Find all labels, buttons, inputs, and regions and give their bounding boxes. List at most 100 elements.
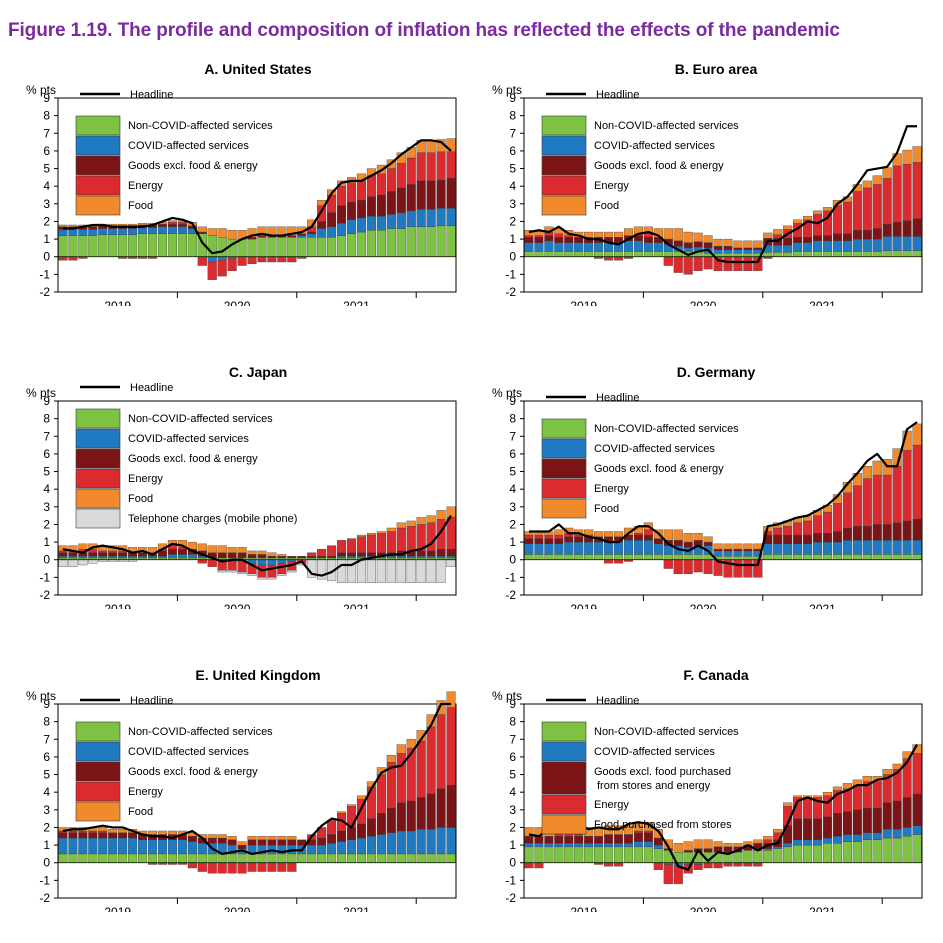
bar-non-covid-affected-services [554, 846, 564, 863]
legend-label: Energy [128, 180, 163, 192]
bar-non-covid-affected-services [554, 554, 564, 560]
bar-non-covid-affected-services [643, 846, 653, 863]
panel-title: D. Germany [677, 364, 756, 380]
bar-covid-affected-services [564, 541, 574, 555]
y-tick-label: 5 [43, 768, 50, 782]
x-tick-label: 2021 [809, 905, 836, 912]
y-axis-label: % pts [492, 386, 522, 400]
chart-united-states: A. United States % pts -2 -1 0 1 2 3 4 5 6 7 8 9 2019 2… [26, 61, 457, 306]
bar-energy [257, 862, 267, 872]
bar-energy [396, 527, 406, 552]
bar-food [446, 691, 456, 708]
bar-food [872, 460, 882, 476]
bar-food-purchased-from-stores [862, 776, 872, 782]
bar-goods-excl-food-purchased-from-stores-and-energy [902, 797, 912, 828]
y-tick-label: 1 [43, 838, 50, 852]
bar-goods-excl-food-energy [743, 548, 753, 552]
bar-non-covid-affected-services [892, 837, 902, 863]
bar-goods-excl-food-energy [643, 237, 653, 243]
legend-label: Non-COVID-affected services [594, 423, 739, 435]
bar-non-covid-affected-services [406, 853, 416, 863]
bar-food [733, 543, 743, 550]
legend-label: Telephone charges (mobile phone) [128, 513, 297, 525]
legend-label: Food [128, 200, 153, 212]
bar-goods-excl-food-energy [446, 784, 456, 828]
bar-covid-affected-services [832, 836, 842, 844]
bar-food [157, 830, 168, 835]
bar-covid-affected-services [663, 545, 673, 555]
bar-covid-affected-services [584, 843, 594, 848]
bar-goods-excl-food-purchased-from-stores-and-energy [683, 850, 693, 853]
bar-non-covid-affected-services [98, 234, 108, 257]
legend: Headline Non-COVID-affected services COVID… [541, 695, 739, 835]
bar-energy [534, 534, 544, 539]
bar-goods-excl-food-purchased-from-stores-and-energy [584, 836, 594, 844]
bar-non-covid-affected-services [594, 846, 604, 863]
bar-goods-excl-food-energy [237, 844, 247, 849]
bar-food [58, 224, 68, 227]
bar-goods-excl-food-energy [683, 242, 693, 249]
x-tick-label: 2021 [343, 602, 370, 609]
bar-food [287, 836, 297, 840]
x-tick-label: 2019 [104, 602, 131, 609]
bar-energy [554, 534, 564, 539]
bar-non-covid-affected-services [108, 234, 118, 257]
bar-energy [327, 545, 337, 557]
y-tick-label: 9 [43, 697, 50, 711]
bar-food [187, 541, 197, 550]
x-tick-label: 2020 [224, 299, 251, 306]
bar-food-purchased-from-stores [763, 836, 773, 840]
bar-covid-affected-services [386, 832, 396, 855]
bar-goods-excl-food-energy [783, 534, 793, 545]
bar-non-covid-affected-services [128, 853, 138, 863]
bar-covid-affected-services [88, 837, 98, 855]
bar-goods-excl-food-energy [307, 231, 317, 234]
bar-telephone-charges-mobile-phone [406, 559, 416, 583]
bar-food [524, 531, 534, 536]
bar-non-covid-affected-services [723, 556, 733, 560]
bar-covid-affected-services [177, 839, 187, 855]
bar-energy [633, 533, 643, 536]
bar-goods-excl-food-energy [882, 524, 892, 541]
bar-covid-affected-services [267, 559, 277, 566]
x-tick-label: 2020 [690, 299, 717, 306]
chart-united-kingdom: E. United Kingdom % pts -2 -1 0 1 2 3 4 5 6 7 8 9 2019… [26, 667, 457, 912]
bar-energy [534, 862, 544, 869]
bar-covid-affected-services [793, 242, 803, 252]
bar-food [386, 754, 396, 763]
bar-non-covid-affected-services [376, 853, 386, 863]
bar-non-covid-affected-services [783, 554, 793, 560]
bar-food [773, 229, 783, 235]
bar-food [128, 223, 138, 227]
bar-telephone-charges-mobile-phone [257, 577, 267, 580]
bar-goods-excl-food-energy [177, 548, 187, 555]
bar-non-covid-affected-services [773, 554, 783, 560]
bar-energy [733, 256, 743, 272]
bar-energy [386, 531, 396, 553]
bar-energy [197, 559, 207, 564]
legend-label: Food [128, 493, 153, 505]
y-tick-label: 1 [509, 232, 516, 246]
bar-telephone-charges-mobile-phone [277, 573, 287, 576]
bar-goods-excl-food-energy [673, 540, 683, 546]
bar-non-covid-affected-services [872, 251, 882, 257]
bar-covid-affected-services [613, 843, 624, 848]
y-tick-label: -1 [505, 267, 516, 281]
y-tick-label: -2 [39, 891, 50, 905]
bar-telephone-charges-mobile-phone [287, 570, 297, 573]
bar-covid-affected-services [167, 226, 177, 234]
bar-energy [376, 774, 386, 814]
bar-non-covid-affected-services [138, 233, 148, 257]
bar-covid-affected-services [78, 229, 88, 236]
y-tick-label: -1 [39, 267, 50, 281]
bar-covid-affected-services [446, 208, 456, 227]
bar-covid-affected-services [406, 210, 416, 227]
legend-label: COVID-affected services [594, 140, 715, 152]
bar-non-covid-affected-services [118, 234, 128, 257]
bar-energy [643, 529, 653, 536]
bar-goods-excl-food-energy [317, 837, 327, 846]
y-tick-label: 6 [509, 447, 516, 461]
legend-swatch-non-covid-affected-services [75, 115, 121, 136]
bar-food [613, 531, 624, 537]
bar-food [147, 830, 158, 835]
